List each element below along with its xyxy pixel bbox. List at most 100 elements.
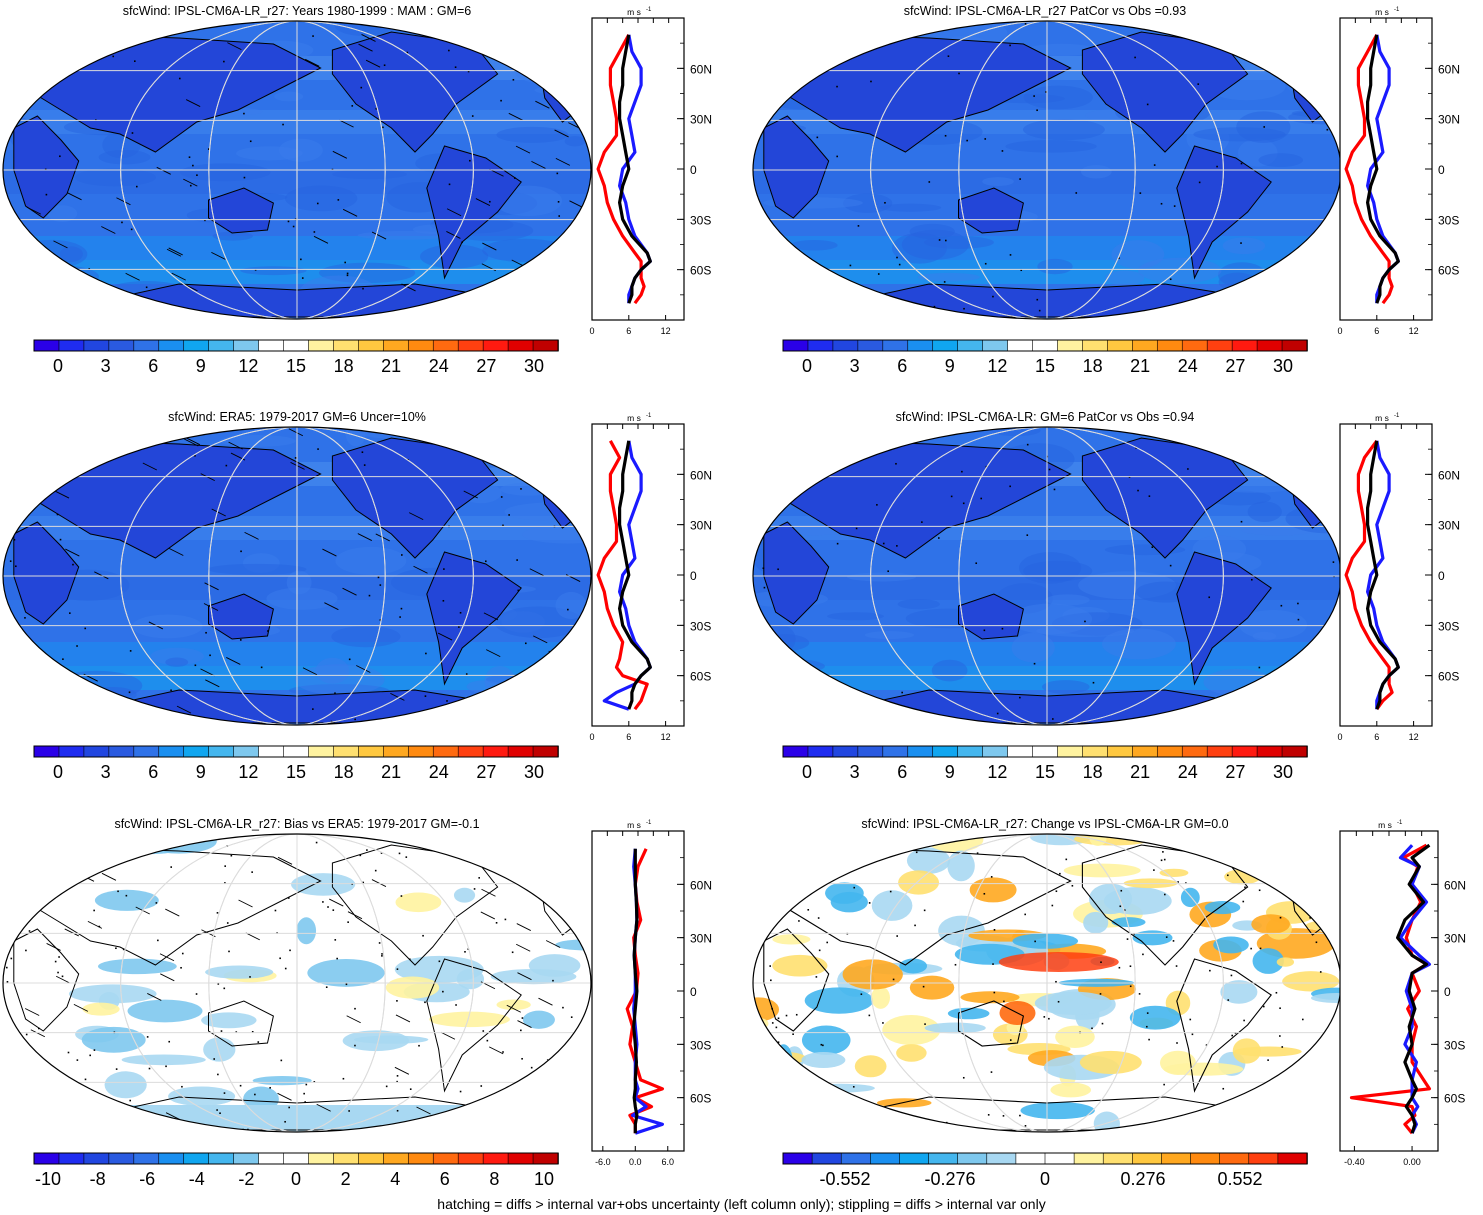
stipple-dot xyxy=(251,871,253,873)
stipple-dot xyxy=(1205,1044,1208,1046)
stipple-dot xyxy=(312,708,314,710)
longitude-line xyxy=(120,834,474,1132)
stipple-dot xyxy=(799,839,802,842)
colorbar-swatch xyxy=(782,745,809,758)
stipple-dot xyxy=(9,560,12,562)
wind-patch xyxy=(1222,237,1266,255)
change-patch xyxy=(807,1083,875,1093)
stipple-dot xyxy=(511,951,514,954)
stipple-dot xyxy=(327,906,329,908)
stipple-dot xyxy=(1230,974,1233,977)
stipple-dot xyxy=(406,51,409,54)
stipple-dot xyxy=(312,35,314,37)
zonal-x-tick-label: 0 xyxy=(1337,326,1342,336)
hatch-mark xyxy=(395,1014,411,1023)
colorbar-tick-label: 27 xyxy=(1225,356,1245,376)
wind-patch xyxy=(754,658,825,674)
stipple-dot xyxy=(294,457,297,459)
hatch-mark xyxy=(483,612,499,621)
stipple-dot xyxy=(230,854,233,857)
stipple-dot xyxy=(89,1054,91,1057)
colorbar-swatch xyxy=(782,339,809,352)
colorbar-frame xyxy=(33,1152,559,1165)
map-6 xyxy=(752,833,1342,1133)
colorbar-swatch xyxy=(432,1152,459,1165)
wind-patch xyxy=(753,33,799,47)
hatch-mark xyxy=(533,635,548,644)
stipple-dot xyxy=(129,650,132,652)
colorbar-tick-label: 18 xyxy=(1083,762,1103,782)
stipple-dot xyxy=(990,1071,993,1073)
hatch-mark xyxy=(238,899,253,908)
hatch-mark xyxy=(446,208,462,217)
stipple-dot xyxy=(4,924,6,926)
colorbar-swatch xyxy=(33,339,60,352)
stipple-dot xyxy=(76,645,78,647)
bias-patch xyxy=(342,1030,410,1052)
zonal-x-tick-label: 6 xyxy=(626,732,631,742)
colorbar-swatch xyxy=(986,1152,1017,1165)
hatch-mark xyxy=(160,973,175,982)
hatch-mark xyxy=(342,587,357,596)
change-patch xyxy=(1251,914,1291,935)
colorbar-swatch xyxy=(1044,1152,1075,1165)
stipple-dot xyxy=(500,99,502,102)
zonal-frame xyxy=(591,423,685,727)
colorbar-swatch xyxy=(1206,745,1233,758)
change-patch xyxy=(998,952,1119,972)
zonal-x-tick-label: 0 xyxy=(589,732,594,742)
bias-patch xyxy=(205,965,274,979)
stipple-dot xyxy=(121,221,123,224)
zonal-lat-label: 60N xyxy=(1438,468,1460,482)
colorbar-frame xyxy=(33,745,559,758)
stipple-dot xyxy=(1258,666,1261,669)
colorbar-swatch xyxy=(183,745,210,758)
stipple-dot xyxy=(472,24,474,27)
stipple-dot xyxy=(1177,881,1179,883)
hatch-mark xyxy=(523,881,538,889)
hatch-mark xyxy=(552,291,567,300)
hatch-mark xyxy=(185,437,201,446)
wind-patch xyxy=(274,91,304,102)
stipple-dot xyxy=(112,55,115,58)
stipple-dot xyxy=(575,1084,578,1086)
stipple-dot xyxy=(808,891,811,894)
stipple-dot xyxy=(15,565,17,568)
colorbar-swatch xyxy=(133,339,160,352)
stipple-dot xyxy=(508,514,510,516)
hatch-mark xyxy=(371,231,387,240)
colorbar-swatch xyxy=(1107,745,1134,758)
stipple-dot xyxy=(524,642,527,645)
stipple-dot xyxy=(914,924,916,927)
stipple-dot xyxy=(1179,1124,1182,1126)
colorbar-tick-label: 24 xyxy=(429,356,449,376)
stipple-dot xyxy=(459,1090,462,1093)
hatch-mark xyxy=(277,1092,292,1101)
wind-patch xyxy=(207,563,307,575)
stipple-dot xyxy=(868,1014,871,1017)
bias-patch xyxy=(38,1113,99,1123)
stipple-dot xyxy=(758,449,761,451)
change-patch xyxy=(753,834,787,850)
stipple-dot xyxy=(1189,1018,1192,1021)
colorbar-swatch xyxy=(482,339,509,352)
stipple-dot xyxy=(354,718,356,721)
bias-patch xyxy=(385,976,440,999)
stipple-dot xyxy=(93,909,95,912)
colorbar-tick-label: 18 xyxy=(334,356,354,376)
wind-patch xyxy=(7,427,95,446)
change-patch xyxy=(1165,1118,1225,1132)
stipple-dot xyxy=(213,1058,215,1060)
colorbar-swatch xyxy=(982,339,1009,352)
wind-patch xyxy=(150,647,204,665)
change-patch xyxy=(871,890,913,921)
wind-patch xyxy=(16,239,88,269)
change-patch xyxy=(801,1025,851,1055)
stipple-dot xyxy=(37,1027,40,1030)
stipple-dot xyxy=(1197,83,1200,85)
stipple-dot xyxy=(1176,1042,1178,1044)
hatch-mark xyxy=(183,178,198,187)
wind-patch xyxy=(917,272,980,282)
colorbar-swatch xyxy=(928,1152,959,1165)
stipple-dot xyxy=(958,72,960,75)
